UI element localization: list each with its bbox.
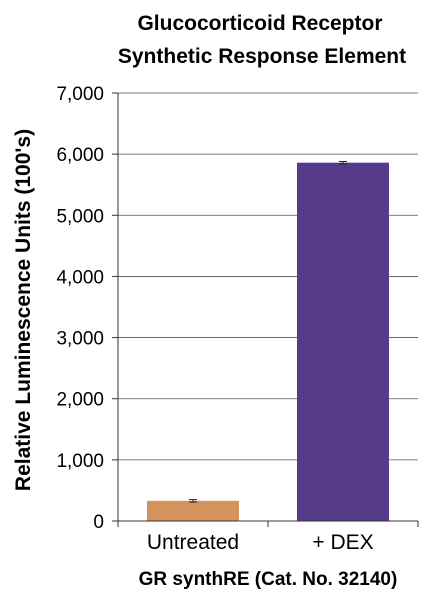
y-tick-label: 0: [93, 512, 104, 533]
y-tick-label: 6,000: [56, 145, 104, 166]
gridlines: [118, 92, 418, 461]
y-tick-label: 1,000: [56, 451, 104, 472]
y-axis-ticks: 0 1,000 2,000 3,000 4,000 5,000 6,000 7,000: [56, 84, 118, 533]
x-axis-categories: Untreated + DEX: [117, 521, 419, 554]
y-tick-label: 5,000: [56, 206, 104, 227]
y-tick-label: 7,000: [56, 84, 104, 105]
y-axis-label: Relative Luminescence Units (100's): [12, 129, 35, 491]
chart-title-line-2: Synthetic Response Element: [118, 45, 406, 68]
y-tick-label: 3,000: [56, 329, 104, 350]
bar: [147, 500, 239, 521]
x-axis-label: GR synthRE (Cat. No. 32140): [139, 569, 398, 590]
x-category-label: + DEX: [312, 531, 373, 554]
chart-title-line-1: Glucocorticoid Receptor: [137, 12, 382, 35]
y-tick-label: 2,000: [56, 390, 104, 411]
y-tick-label: 4,000: [56, 267, 104, 288]
bars: [147, 160, 389, 521]
bar: [297, 162, 389, 521]
x-category-label: Untreated: [147, 531, 239, 554]
